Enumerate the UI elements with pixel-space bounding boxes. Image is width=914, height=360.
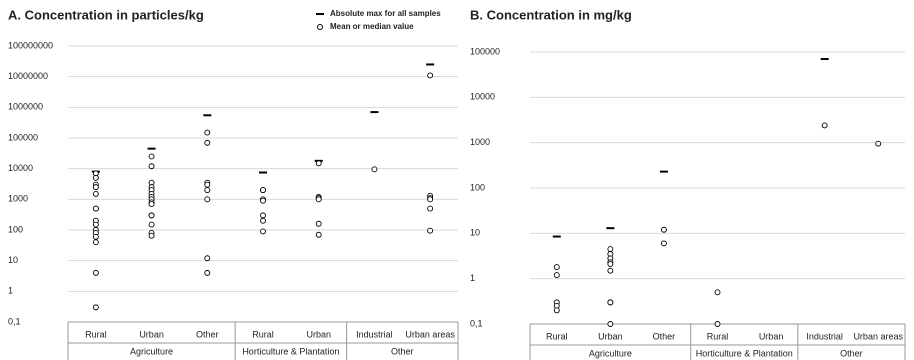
mean-point <box>427 196 434 203</box>
x-tick-label: Rural <box>85 329 107 339</box>
mean-point <box>92 205 99 212</box>
y-tick-label: 100000000 <box>8 40 53 50</box>
y-tick-label: 100 <box>470 182 485 192</box>
mean-point <box>148 221 155 228</box>
mean-point <box>714 289 721 296</box>
y-tick-label: 10000 <box>470 92 495 102</box>
mean-point <box>148 201 155 208</box>
mean-point <box>607 321 614 327</box>
mean-point <box>371 166 378 173</box>
mean-point <box>204 196 211 203</box>
x-tick-label: Urban <box>598 331 623 341</box>
chart-title: A. Concentration in particles/kg <box>8 7 204 22</box>
x-tick-label: Other <box>653 331 676 341</box>
group-label: Horticulture & Plantation <box>696 348 793 358</box>
mean-point <box>260 228 266 235</box>
y-tick-label: 100000 <box>8 132 38 142</box>
mean-point <box>607 261 614 268</box>
mean-point <box>92 190 99 197</box>
mean-point <box>92 239 99 246</box>
x-tick-label: Rural <box>546 331 568 341</box>
y-tick-label: 0,1 <box>8 316 21 326</box>
mean-point <box>148 212 155 219</box>
mean-point <box>660 226 667 233</box>
mean-point <box>315 220 322 227</box>
y-tick-label: 0,1 <box>470 318 483 328</box>
mean-point <box>204 139 211 146</box>
mean-point <box>260 212 266 219</box>
mean-point <box>315 160 322 167</box>
group-label: Other <box>840 348 863 358</box>
mean-point <box>714 321 721 327</box>
mean-point <box>315 196 322 203</box>
x-tick-label: Industrial <box>356 329 393 339</box>
mean-point <box>204 255 211 262</box>
x-tick-label: Other <box>196 329 219 339</box>
mean-point <box>204 187 211 194</box>
y-tick-label: 10 <box>470 228 480 238</box>
mean-point <box>92 221 99 228</box>
mean-point <box>148 163 155 170</box>
y-tick-label: 100 <box>8 224 23 234</box>
x-tick-label: Urban areas <box>853 331 903 341</box>
y-tick-label: 10000 <box>8 163 33 173</box>
legend-label: Mean or median value <box>330 22 414 31</box>
mean-point <box>204 269 211 276</box>
x-tick-label: Urban areas <box>405 329 455 339</box>
x-tick-label: Urban <box>759 331 784 341</box>
mean-point <box>92 184 99 191</box>
mean-point <box>92 304 99 311</box>
y-tick-label: 1000000 <box>8 102 43 112</box>
mean-point <box>260 217 266 224</box>
mean-point <box>821 122 828 129</box>
mean-point <box>92 269 99 276</box>
y-tick-label: 100000 <box>470 46 500 56</box>
y-tick-label: 1 <box>8 286 13 296</box>
x-tick-label: Rural <box>707 331 729 341</box>
y-tick-label: 1000 <box>8 194 28 204</box>
mean-point <box>607 299 614 306</box>
group-label: Agriculture <box>130 346 173 356</box>
legend-circle <box>317 24 323 30</box>
mean-point <box>875 140 882 147</box>
mean-point <box>553 307 560 314</box>
mean-point <box>427 227 434 234</box>
legend-label: Absolute max for all samples <box>330 9 441 18</box>
group-label: Horticulture & Plantation <box>242 346 339 356</box>
x-tick-label: Industrial <box>806 331 843 341</box>
mean-point <box>427 72 434 79</box>
mean-point <box>204 129 211 136</box>
mean-point <box>92 233 99 240</box>
y-tick-label: 1 <box>470 273 475 283</box>
group-label: Agriculture <box>589 348 632 358</box>
y-tick-label: 10 <box>8 255 18 265</box>
mean-point <box>204 181 211 188</box>
mean-point <box>148 153 155 160</box>
mean-point <box>92 174 99 181</box>
x-tick-label: Rural <box>252 329 274 339</box>
group-label: Other <box>391 346 414 356</box>
x-tick-label: Urban <box>139 329 164 339</box>
mean-point <box>660 240 667 247</box>
mean-point <box>260 187 266 194</box>
mean-point <box>553 264 560 271</box>
x-tick-label: Urban <box>306 329 331 339</box>
mean-point <box>260 197 266 204</box>
mean-point <box>427 205 434 212</box>
y-tick-label: 10000000 <box>8 71 48 81</box>
mean-point <box>553 272 560 279</box>
mean-point <box>607 267 614 274</box>
mean-point <box>315 231 322 238</box>
mean-point <box>607 246 614 253</box>
chart-title: B. Concentration in mg/kg <box>470 7 632 22</box>
y-tick-label: 1000 <box>470 137 490 147</box>
mean-point <box>148 232 155 239</box>
